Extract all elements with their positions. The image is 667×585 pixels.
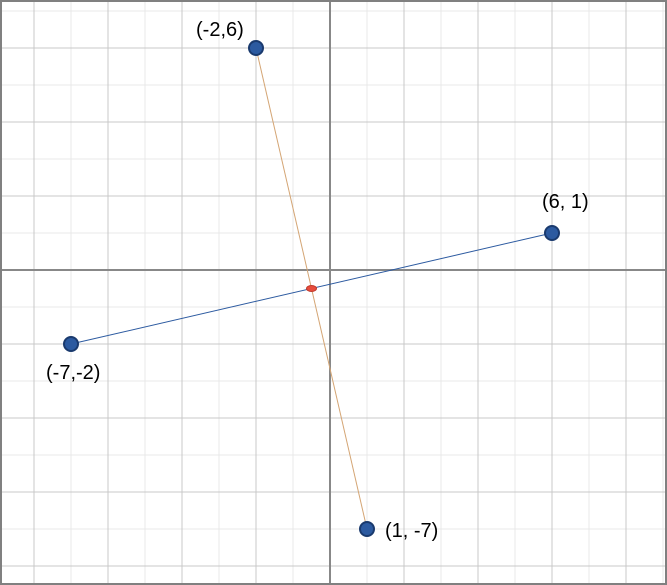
data-point <box>360 522 374 536</box>
point-label: (1, -7) <box>385 520 438 542</box>
data-point <box>545 226 559 240</box>
data-point <box>64 337 78 351</box>
data-point <box>249 41 263 55</box>
point-label: (-2,6) <box>196 19 244 41</box>
point-label: (6, 1) <box>542 191 589 213</box>
intersection-point <box>307 286 317 292</box>
chart-svg: (-2,6) (6, 1) (-7,-2) (1, -7) <box>0 0 667 585</box>
coordinate-chart: (-2,6) (6, 1) (-7,-2) (1, -7) <box>0 0 667 585</box>
point-label: (-7,-2) <box>46 362 100 384</box>
